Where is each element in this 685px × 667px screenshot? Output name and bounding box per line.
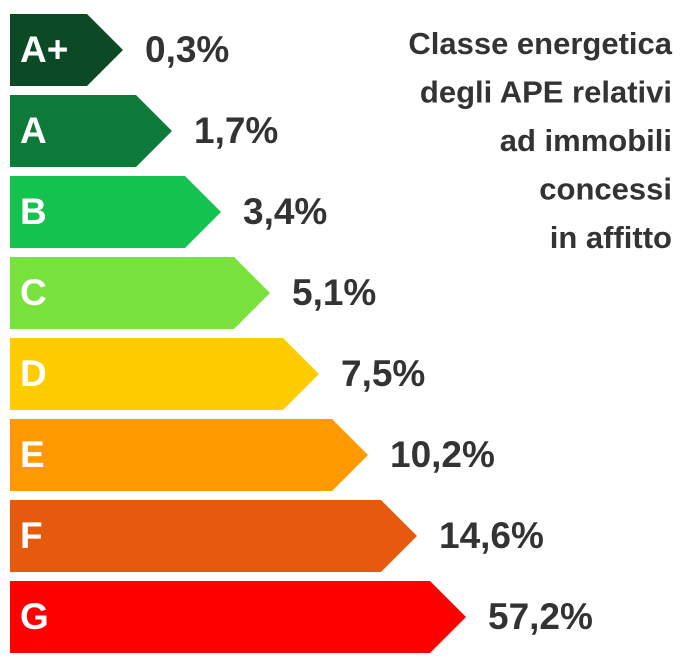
class-value: 1,7% [194,110,278,151]
class-value: 0,3% [145,29,229,70]
class-label: C [20,272,47,313]
class-arrow [10,500,417,572]
class-arrow [10,14,123,86]
class-label: A [20,110,47,151]
class-arrow [10,338,319,410]
class-arrow [10,419,368,491]
class-label: D [20,353,47,394]
title-line: Classe energetica [408,26,672,61]
class-arrow [10,257,270,329]
class-value: 14,6% [439,515,544,556]
class-label: F [20,515,43,556]
class-label: G [20,596,49,637]
class-value: 57,2% [488,596,593,637]
class-value: 5,1% [292,272,376,313]
title-line: ad immobili [500,123,672,158]
class-arrow [10,581,466,653]
class-arrow [10,95,172,167]
class-label: B [20,191,47,232]
class-arrow [10,176,221,248]
title-line: degli APE relativi [420,75,672,110]
title-line: in affitto [550,220,672,255]
title-line: concessi [539,172,672,207]
class-value: 7,5% [341,353,425,394]
class-label: A+ [20,29,68,70]
class-value: 10,2% [390,434,495,475]
class-label: E [20,434,45,475]
class-value: 3,4% [243,191,327,232]
